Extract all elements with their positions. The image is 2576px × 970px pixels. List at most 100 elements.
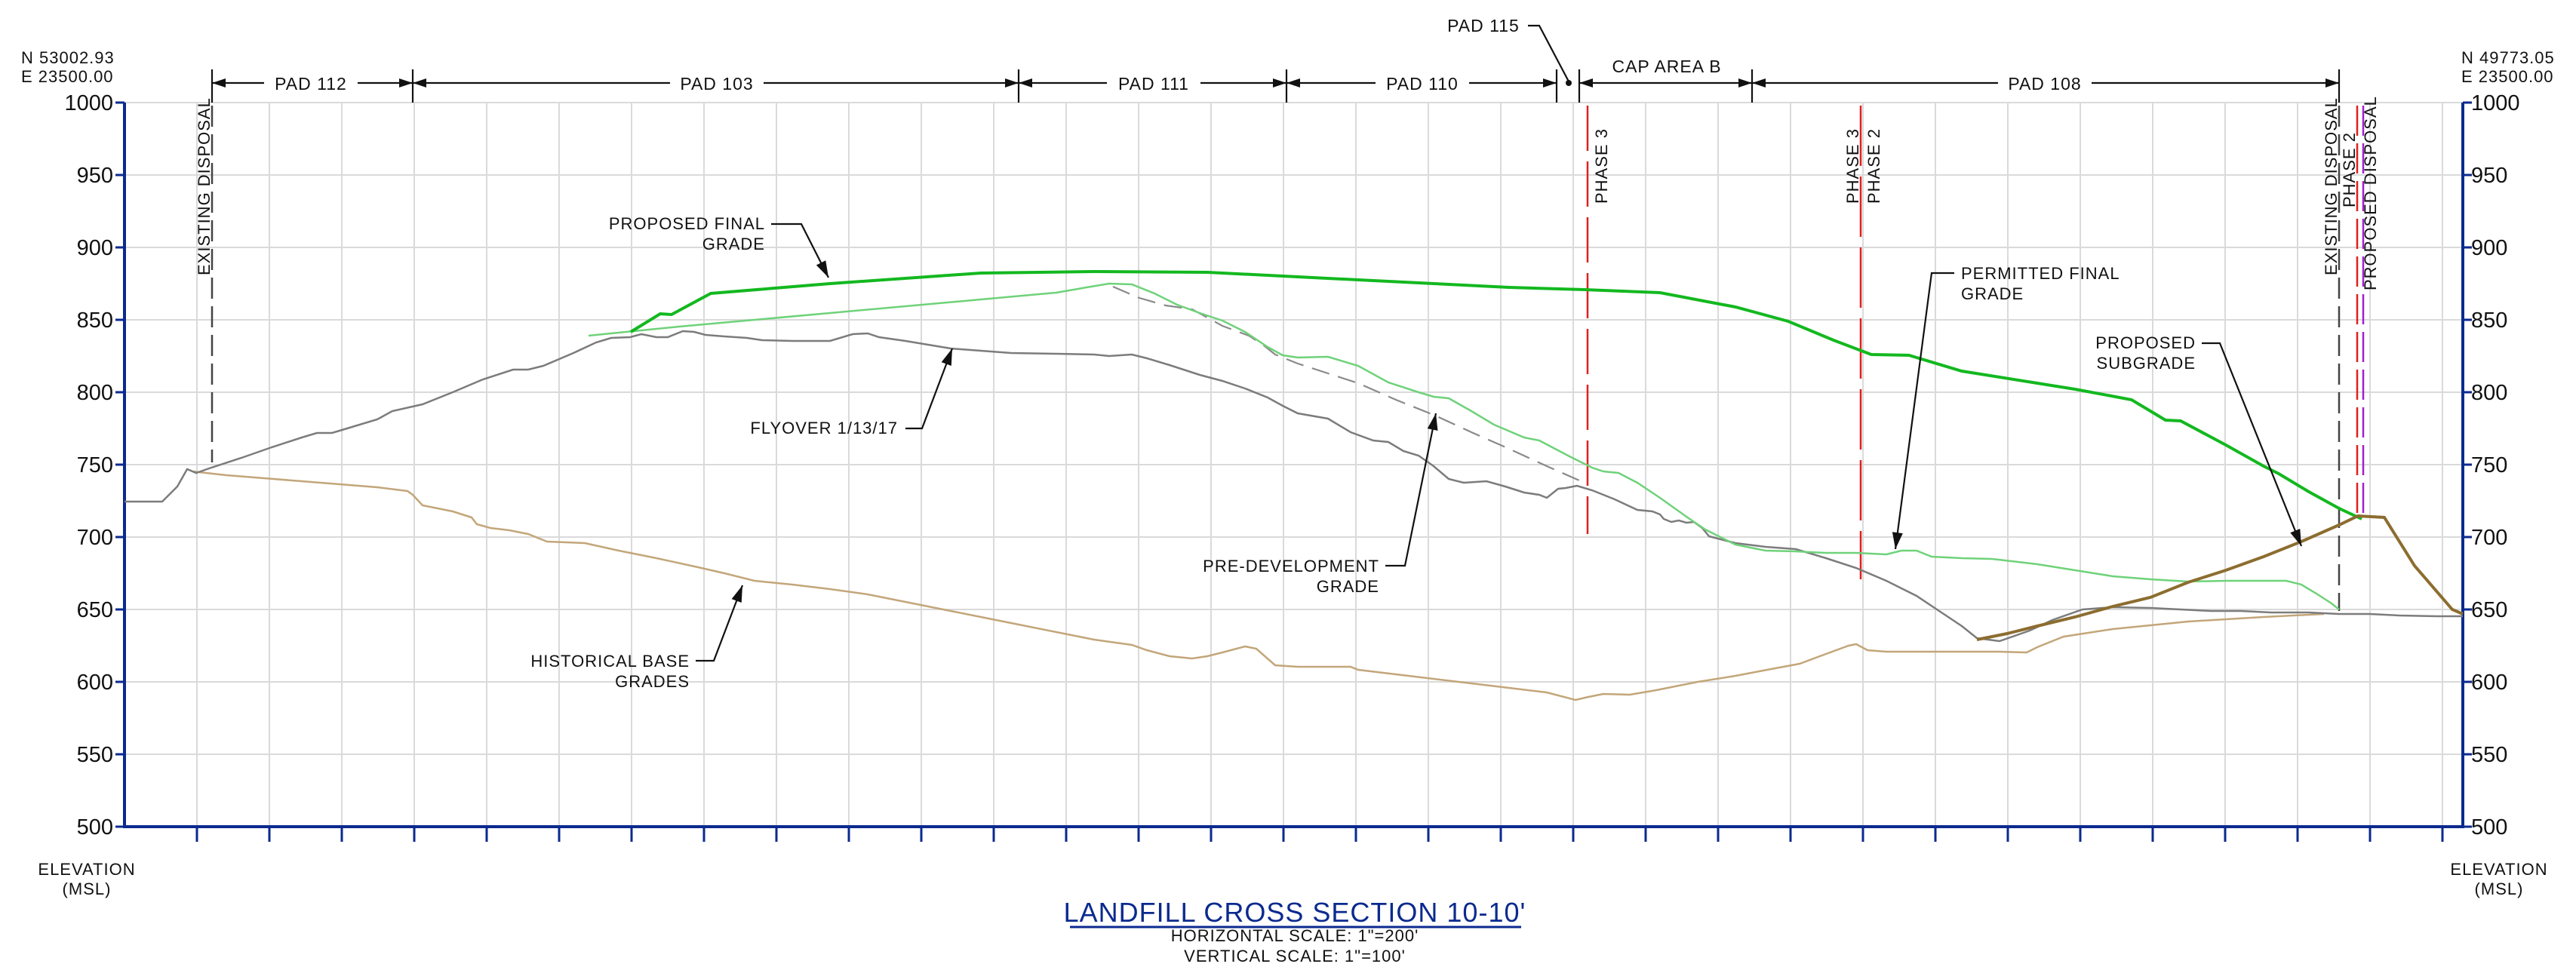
right-tick-label: 850 — [2471, 308, 2507, 333]
cap-area-b-label: CAP AREA B — [1612, 57, 1721, 76]
left-tick-label: 950 — [77, 164, 113, 188]
leader-arrowheads — [212, 78, 2339, 603]
left-easting: E 23500.00 — [21, 67, 114, 86]
pad-111-dimension-arrow-left — [1019, 78, 1032, 87]
left-tick-labels: 1000 950 900 850 800 750 700 650 600 550… — [64, 91, 113, 840]
marker-lines — [211, 106, 2365, 611]
existing-disposal-left-label: EXISTING DISPOSAL — [195, 97, 214, 275]
right-coordinates: N 49773.05 E 23500.00 — [2461, 48, 2555, 86]
historical-base-grades-arrowhead — [731, 585, 742, 603]
right-tick-label: 500 — [2471, 815, 2507, 840]
left-coordinates: N 53002.93 E 23500.00 — [21, 48, 115, 86]
right-tick-label: 650 — [2471, 598, 2507, 622]
pad-extension-lines — [211, 69, 2341, 103]
left-tick-label: 600 — [77, 671, 113, 695]
right-tick-label: 950 — [2471, 164, 2507, 188]
left-tick-label: 900 — [77, 236, 113, 260]
proposed-subgrade-label-line2: SUBGRADE — [2097, 354, 2196, 373]
permitted-final-grade-arrowhead — [1892, 532, 1903, 549]
pad-115-label: PAD 115 — [1447, 16, 1520, 35]
historical-base-grades-leader — [696, 585, 744, 662]
flyover-leader — [905, 348, 954, 430]
proposed-final-grade-leader — [771, 223, 829, 278]
right-tick-label: 750 — [2471, 453, 2507, 477]
pad-103-dimension-arrow-left — [413, 78, 426, 87]
left-tick-label: 800 — [77, 381, 113, 405]
proposed-final-grade-label-line1: PROPOSED FINAL — [609, 214, 765, 233]
historical-base-grades-label-line2: GRADES — [615, 672, 690, 691]
historical-base-grades-line — [192, 470, 2325, 701]
pad-112-dimension-arrow-right — [399, 78, 413, 87]
permitted-final-grade-leader — [1894, 272, 1954, 550]
left-tick-label: 500 — [77, 815, 113, 840]
right-tick-label: 600 — [2471, 671, 2507, 695]
right-tick-label: 1000 — [2471, 91, 2520, 115]
proposed-disposal-label: PROPOSED DISPOSAL — [2361, 96, 2380, 290]
permitted-final-grade-label-line1: PERMITTED FINAL — [1961, 264, 2120, 283]
left-tick-label: 750 — [77, 453, 113, 477]
right-northing: N 49773.05 — [2461, 48, 2555, 67]
proposed-final-grade-line — [629, 269, 2362, 520]
flyover-label: FLYOVER 1/13/17 — [750, 419, 898, 437]
proposed-subgrade-arrowhead — [2290, 528, 2301, 546]
pad-110-dimension-arrow-right — [1543, 78, 1557, 87]
title-block: LANDFILL CROSS SECTION 10-10' HORIZONTAL… — [1064, 897, 1526, 965]
left-tick-label: 550 — [77, 743, 113, 767]
pre-development-grade-leader — [1385, 413, 1437, 567]
section-title: LANDFILL CROSS SECTION 10-10' — [1064, 897, 1526, 928]
pad-108-label: PAD 108 — [2008, 74, 2081, 94]
horizontal-scale: HORIZONTAL SCALE: 1"=200' — [1171, 926, 1419, 945]
pad-108-dimension-arrow-right — [2325, 78, 2339, 87]
pad-115-leader — [1528, 24, 1569, 82]
pad-111-dimension-arrow-right — [1273, 78, 1286, 87]
pad-110-dimension-arrow-left — [1286, 78, 1300, 87]
left-tick-label: 850 — [77, 308, 113, 333]
msl-label-left: (MSL) — [63, 879, 112, 898]
left-northing: N 53002.93 — [21, 48, 115, 67]
grid — [124, 102, 2463, 827]
elevation-label-right: ELEVATION — [2450, 860, 2547, 879]
right-easting: E 23500.00 — [2461, 67, 2554, 86]
elevation-label-left: ELEVATION — [38, 860, 135, 879]
proposed-subgrade-leader — [2202, 342, 2303, 547]
left-tick-label: 1000 — [64, 91, 113, 115]
permitted-final-grade-label-line2: GRADE — [1961, 284, 2024, 303]
right-tick-label: 700 — [2471, 526, 2507, 550]
pad-103-label: PAD 103 — [680, 74, 753, 94]
right-tick-label: 800 — [2471, 381, 2507, 405]
proposed-subgrade-label-line1: PROPOSED — [2095, 333, 2196, 352]
pad-115-dot — [1566, 80, 1572, 86]
flyover-line — [124, 330, 2463, 643]
msl-label-right: (MSL) — [2475, 879, 2524, 898]
cap-area-b-dimension-arrow-right — [1738, 78, 1752, 87]
pre-development-grade-line — [1112, 285, 1585, 484]
annotations: PROPOSED FINAL GRADE PERMITTED FINAL GRA… — [530, 214, 2303, 691]
phase3-label-b: PHASE 3 — [1843, 128, 1862, 204]
phase3-label-a: PHASE 3 — [1592, 128, 1611, 204]
pad-103-dimension-arrow-right — [1005, 78, 1019, 87]
phase2-label: PHASE 2 — [1864, 128, 1883, 204]
pre-development-grade-label-line1: PRE-DEVELOPMENT — [1203, 557, 1379, 576]
permitted-final-grade-line — [588, 282, 2340, 610]
profiles — [124, 269, 2464, 701]
vertical-scale: VERTICAL SCALE: 1"=100' — [1184, 947, 1406, 965]
pad-111-label: PAD 111 — [1118, 74, 1189, 94]
axis-ticks — [115, 101, 2472, 842]
pad-108-dimension-arrow-left — [1752, 78, 1766, 87]
right-tick-label: 900 — [2471, 236, 2507, 260]
vertical-labels: EXISTING DISPOSAL PHASE 3 PHASE 3 PHASE … — [195, 96, 2380, 290]
proposed-subgrade-line — [1976, 514, 2464, 641]
pre-development-grade-label-line2: GRADE — [1317, 577, 1379, 596]
pad-112-label: PAD 112 — [275, 74, 347, 94]
pad-110-label: PAD 110 — [1386, 74, 1459, 94]
historical-base-grades-label-line1: HISTORICAL BASE — [530, 652, 690, 671]
proposed-final-grade-label-line2: GRADE — [702, 235, 765, 253]
right-tick-labels: 1000 950 900 850 800 750 700 650 600 550… — [2471, 91, 2520, 840]
left-tick-label: 700 — [77, 526, 113, 550]
pad-dimension-strip: PAD 112 PAD 103 PAD 111 PAD 110 CAP AREA… — [211, 16, 2341, 103]
flyover-arrowhead — [941, 348, 952, 367]
phase2-right-label: PHASE 2 — [2340, 132, 2359, 207]
cap-area-b-dimension-arrow-left — [1579, 78, 1593, 87]
proposed-final-grade-arrowhead — [816, 260, 828, 278]
